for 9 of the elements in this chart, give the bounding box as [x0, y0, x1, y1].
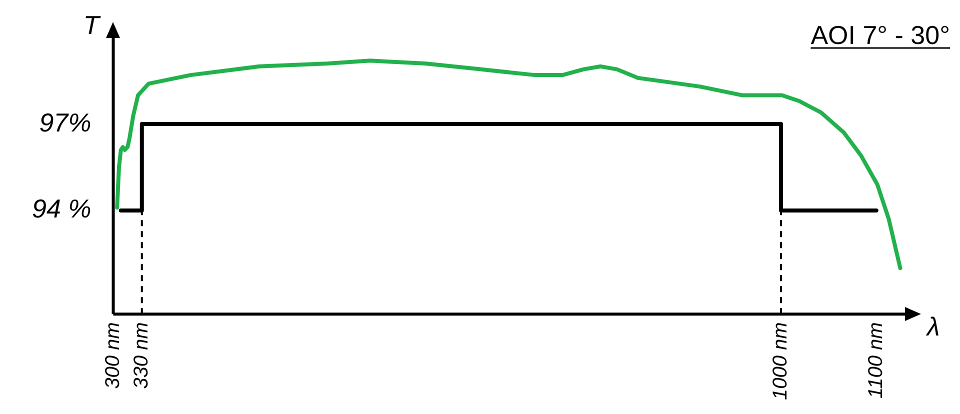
- x-axis-title: λ: [925, 311, 940, 342]
- x-tick-label: 300 nm: [102, 322, 124, 389]
- y-tick-label: 97%: [39, 107, 92, 138]
- x-tick-label: 1100 nm: [864, 322, 887, 399]
- y-tick-label: 94 %: [32, 194, 92, 224]
- x-tick-label: 330 nm: [130, 322, 152, 389]
- x-tick-label: 1000 nm: [770, 322, 792, 400]
- y-axis-title: T: [83, 10, 102, 40]
- annotation: AOI 7° - 30°: [810, 20, 950, 50]
